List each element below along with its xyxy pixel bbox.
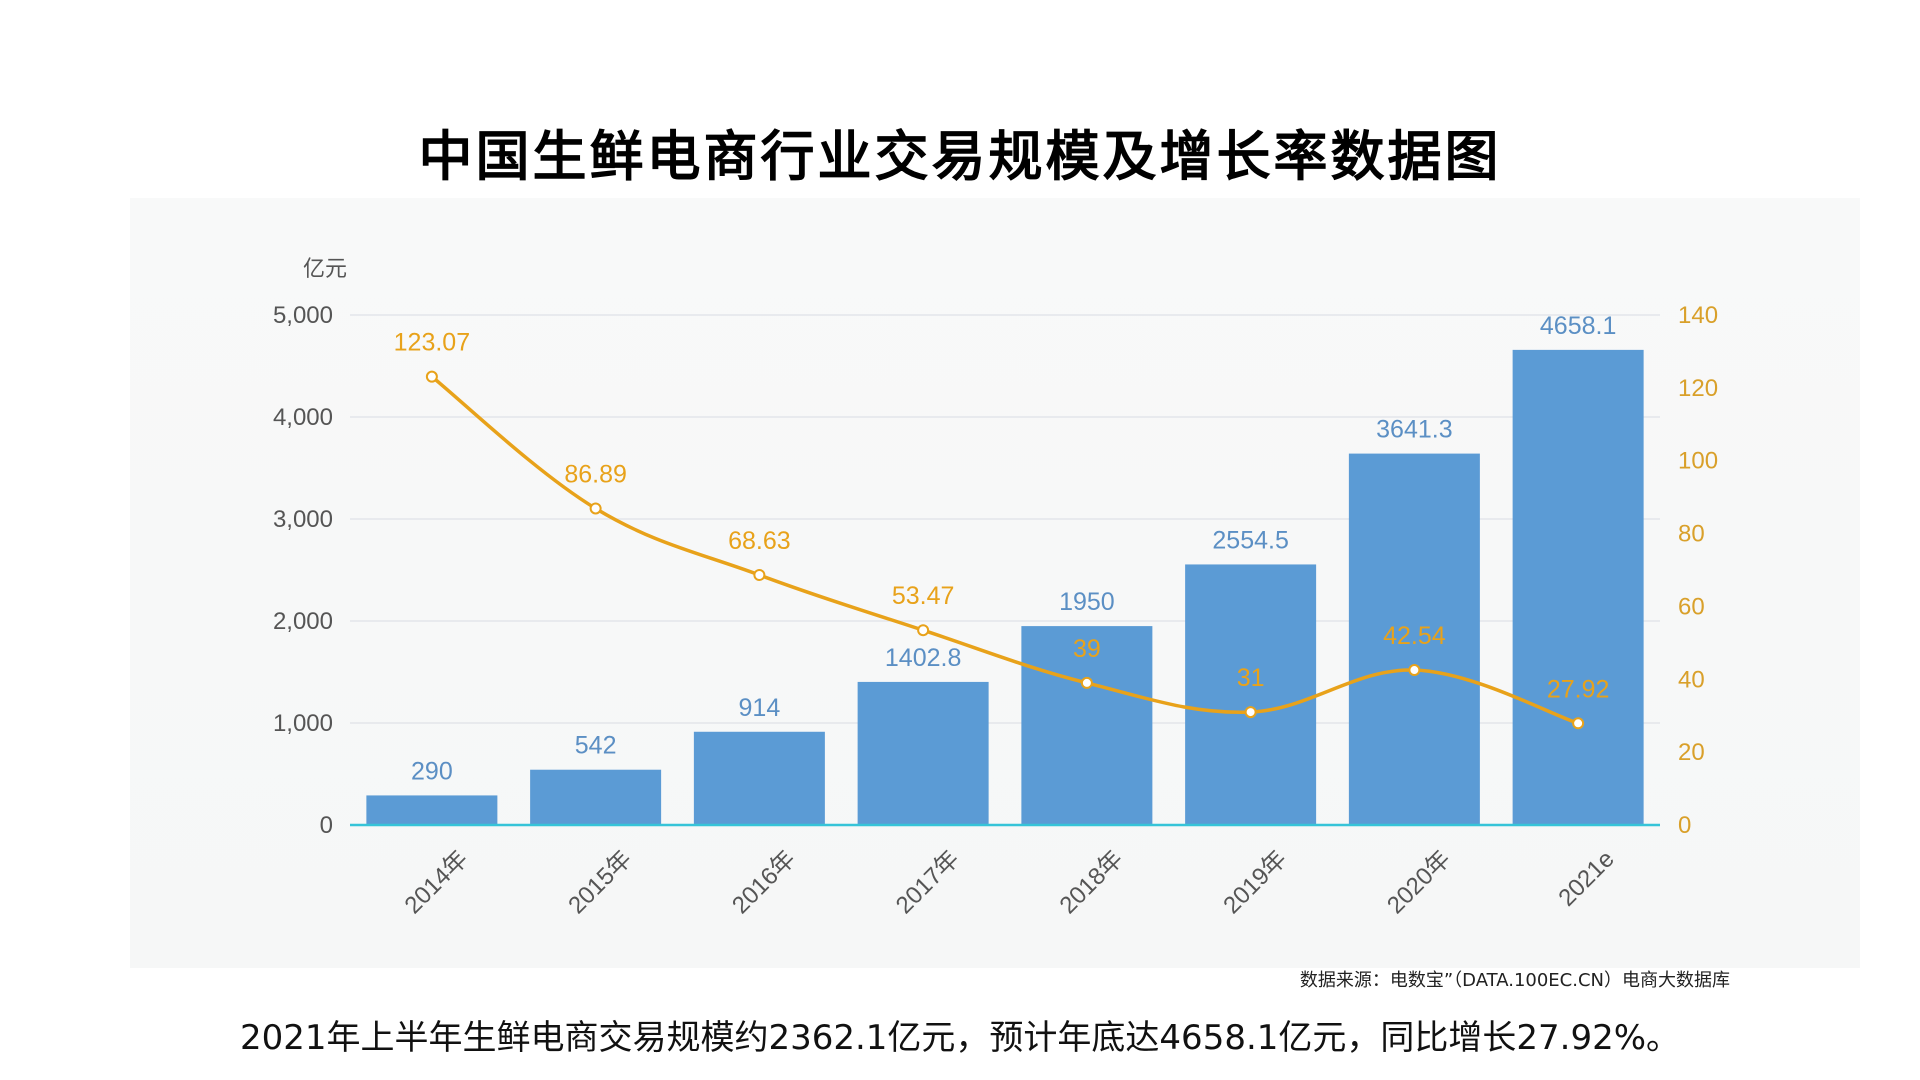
bar-data-label: 3641.3: [1376, 416, 1452, 444]
summary-text: 2021年上半年生鲜电商交易规模约2362.1亿元，预计年底达4658.1亿元，…: [239, 1018, 1681, 1058]
y-left-tick-label: 1,000: [273, 710, 333, 737]
line-point: [1408, 664, 1421, 677]
bar: [1348, 453, 1480, 825]
bar-data-label: 1402.8: [885, 644, 961, 672]
line-data-label: 53.47: [892, 582, 955, 610]
y-right-tick-label: 120: [1678, 375, 1718, 402]
x-tick-label: 2020年: [1382, 845, 1456, 919]
y-left-unit: 亿元: [303, 256, 347, 281]
line-data-label: 42.54: [1383, 622, 1446, 650]
bar: [366, 795, 498, 825]
y-left-tick-label: 0: [320, 812, 333, 839]
y-right-tick-label: 20: [1678, 739, 1705, 766]
x-tick-label: 2019年: [1218, 845, 1292, 919]
bar: [1021, 626, 1153, 825]
bar-data-label: 542: [575, 732, 617, 760]
line-point: [425, 370, 438, 383]
x-tick-label: 2015年: [563, 845, 637, 919]
growth-line: [430, 375, 1579, 725]
bar: [693, 731, 825, 825]
chart-svg: 亿元 0 1,000 2,000 3,000 4,000 5,000 0 20 40 60 80 100…: [273, 256, 1718, 919]
x-tick-label: 2021e: [1553, 845, 1619, 911]
line-data-label: 68.63: [728, 527, 791, 555]
bar-data-label: 4658.1: [1540, 312, 1616, 340]
bar-data-label: 290: [411, 757, 453, 785]
x-tick-label: 2016年: [727, 845, 801, 919]
y-right-tick-label: 40: [1678, 666, 1705, 693]
bar-data-label: 914: [739, 694, 781, 722]
x-tick-label: 2018年: [1055, 845, 1129, 919]
y-right-tick-label: 140: [1678, 302, 1718, 329]
bar: [1512, 349, 1644, 825]
line-point: [917, 624, 930, 637]
bar: [857, 681, 989, 825]
line-point: [1080, 676, 1093, 689]
y-right-tick-label: 60: [1678, 593, 1705, 620]
line-data-label: 39: [1073, 635, 1101, 663]
bar: [530, 769, 662, 825]
y-left-tick-label: 4,000: [273, 404, 333, 431]
y-left-tick-label: 5,000: [273, 302, 333, 329]
y-right-tick-label: 80: [1678, 521, 1705, 548]
line-point: [1572, 717, 1585, 730]
x-tick-label: 2017年: [891, 845, 965, 919]
line-data-label: 27.92: [1547, 675, 1610, 703]
y-right-tick-label: 100: [1678, 448, 1718, 475]
line-point: [1244, 706, 1257, 719]
y-right-tick-label: 0: [1678, 812, 1691, 839]
line-data-label: 123.07: [394, 329, 470, 357]
line-point: [753, 568, 766, 581]
bar: [1185, 564, 1317, 825]
page-title: 中国生鲜电商行业交易规模及增长率数据图: [418, 125, 1502, 188]
source-note: 数据来源：电数宝”（DATA.100EC.CN）电商大数据库: [1299, 970, 1730, 991]
line-data-label: 86.89: [564, 460, 627, 488]
line-data-label: 31: [1237, 664, 1265, 692]
line-point: [589, 502, 602, 515]
x-tick-label: 2014年: [400, 845, 474, 919]
bar-data-label: 2554.5: [1212, 526, 1288, 554]
y-left-tick-label: 2,000: [273, 608, 333, 635]
bar-data-label: 1950: [1059, 588, 1115, 616]
chart-panel: 亿元 0 1,000 2,000 3,000 4,000 5,000 0 20 40 60 80 100…: [130, 198, 1860, 968]
y-left-tick-label: 3,000: [273, 506, 333, 533]
